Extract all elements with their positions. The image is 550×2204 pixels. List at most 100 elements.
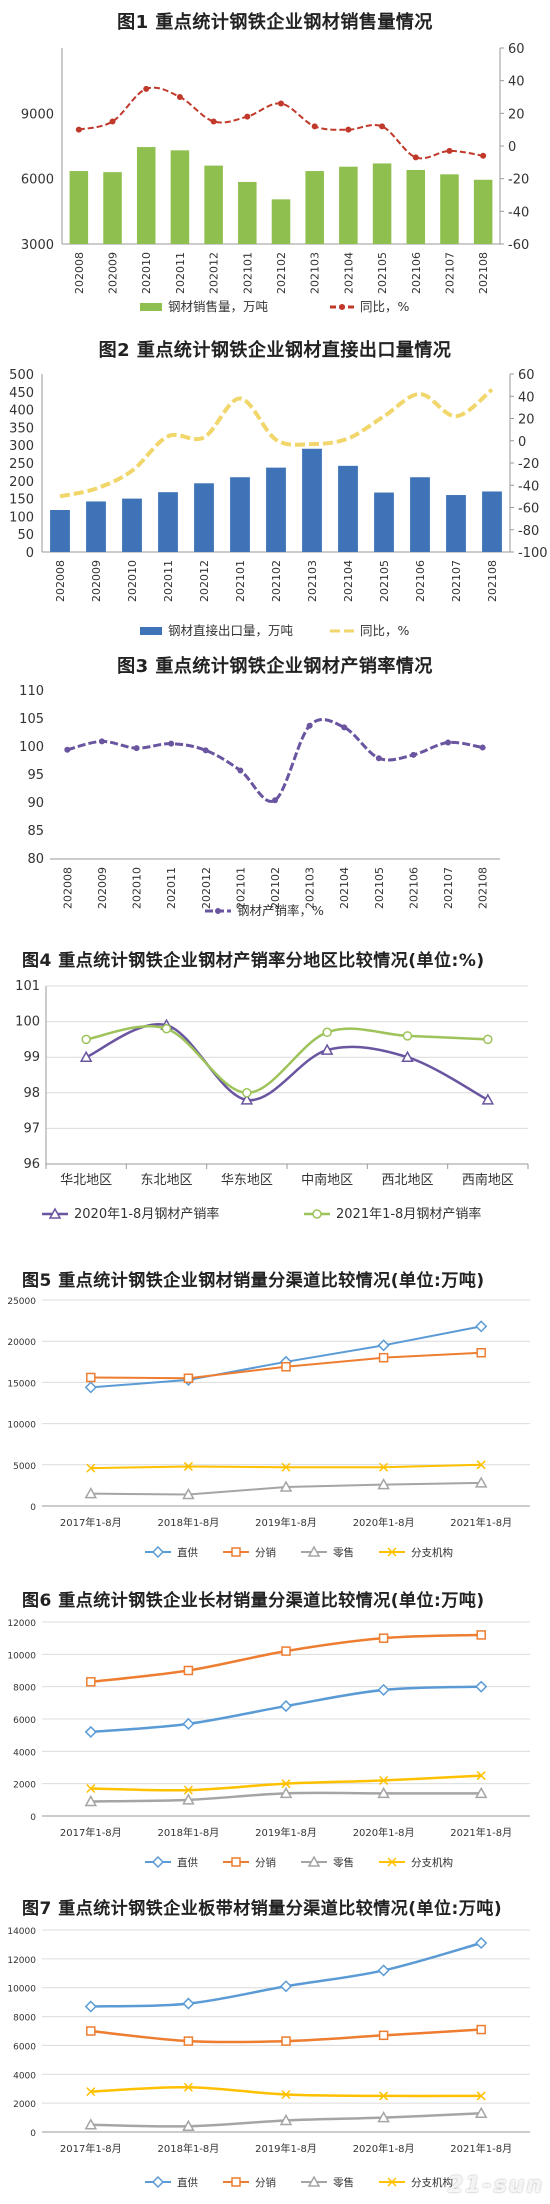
data-point [312, 1209, 322, 1219]
chart-panel-6: 图6 重点统计钢铁企业长材销量分渠道比较情况(单位:万吨) 0 2000 4000 6… [0, 1580, 550, 1888]
legend-label: 零售 [333, 2176, 354, 2189]
data-point [446, 147, 453, 154]
data-point [379, 123, 386, 130]
legend-label: 分销 [255, 1856, 276, 1869]
x-tick-label: 2020年1-8月 [353, 1826, 415, 1839]
series-line [66, 718, 483, 803]
x-tick-label: 2017年1-8月 [60, 1826, 122, 1839]
y-tick-label: -40 [508, 205, 529, 220]
data-point [402, 1031, 413, 1041]
data-point [182, 1793, 195, 1805]
y-tick-label: 4000 [13, 1748, 36, 1758]
series-line [85, 1024, 488, 1095]
bar [86, 501, 106, 552]
data-point [231, 1857, 241, 1867]
bar [69, 171, 89, 244]
data-point [143, 85, 150, 92]
y-tick-label: 100 [9, 510, 34, 525]
data-point [98, 738, 105, 745]
series-line [90, 1941, 482, 2008]
x-tick-label: 202102 [275, 252, 288, 294]
series-line [59, 387, 494, 499]
y-tick-label: 100 [19, 740, 44, 755]
chart-title: 图6 重点统计钢铁企业长材销量分渠道比较情况(单位:万吨) [22, 1591, 485, 1611]
data-point [476, 1630, 486, 1640]
legend-label: 零售 [333, 1856, 354, 1869]
data-point [48, 1207, 62, 1219]
x-tick-label: 2021年1-8月 [450, 2142, 512, 2155]
watermark-logo: 21-sun [447, 2173, 544, 2198]
x-tick-label: 202011 [165, 867, 178, 909]
y-tick-label: 450 [9, 386, 34, 401]
data-point [378, 1633, 389, 1643]
data-point [79, 1050, 93, 1062]
bar [302, 448, 322, 552]
data-point [379, 2091, 389, 2101]
x-tick-label: 2018年1-8月 [158, 2142, 220, 2155]
bar [136, 147, 156, 244]
data-point [182, 1717, 195, 1730]
data-point [182, 2119, 195, 2131]
data-point [84, 1794, 98, 1807]
x-tick-label: 202105 [376, 252, 389, 294]
data-point [279, 1700, 293, 1713]
data-point [86, 1463, 96, 1473]
x-tick-label: 2019年1-8月 [255, 1516, 317, 1529]
data-point [322, 1027, 332, 1038]
x-tick-label: 202105 [378, 560, 391, 602]
bar [170, 150, 190, 244]
chart-title: 图1 重点统计钢铁企业钢材销售量情况 [117, 12, 433, 33]
data-point [272, 797, 278, 804]
data-point [306, 722, 313, 729]
y-tick-label: 20 [508, 107, 525, 122]
data-point [387, 2177, 397, 2187]
data-point [86, 2087, 96, 2097]
y-tick-label: 99 [23, 1050, 40, 1065]
data-point [279, 2113, 293, 2126]
y-tick-label: 8000 [13, 1684, 36, 1694]
chart-title: 图7 重点统计钢铁企业板带材销量分渠道比较情况(单位:万吨) [22, 1899, 503, 1919]
bar [338, 465, 358, 552]
x-tick-label: 202108 [486, 560, 499, 602]
data-point [387, 1857, 397, 1867]
y-tick-label: 3000 [21, 238, 54, 253]
data-point [475, 1320, 488, 1333]
bar [204, 165, 223, 244]
x-tick-label: 202104 [342, 252, 355, 294]
data-point [281, 1462, 291, 1472]
bar [410, 477, 430, 552]
x-tick-label: 202008 [61, 867, 74, 909]
bar [194, 483, 214, 552]
y-tick-label: 12000 [7, 1619, 36, 1629]
x-tick-label: 202107 [450, 560, 463, 602]
data-point [279, 1786, 293, 1799]
data-point [379, 1775, 389, 1785]
x-tick-label: 202106 [407, 867, 420, 909]
y-tick-label: 105 [19, 712, 44, 727]
data-point [81, 1034, 91, 1045]
y-tick-label: 150 [9, 493, 34, 508]
x-tick-label: 202107 [442, 867, 455, 909]
legend-label: 分支机构 [411, 1856, 453, 1869]
legend-label: 直供 [177, 2176, 198, 2189]
x-tick-label: 中南地区 [301, 1172, 353, 1188]
y-tick-label: 2000 [13, 1781, 36, 1791]
data-point [474, 1786, 488, 1799]
data-point [281, 1361, 291, 1372]
bar [374, 492, 394, 552]
data-point [240, 1093, 254, 1105]
chart-panel-5: 图5 重点统计钢铁企业钢材销量分渠道比较情况(单位:万吨) 0 5000 10000… [0, 1262, 550, 1580]
legend-label: 直供 [177, 1546, 198, 1559]
y-tick-label: -100 [518, 546, 548, 561]
chart-title: 图3 重点统计钢铁企业钢材产销率情况 [117, 656, 433, 677]
data-point [182, 1997, 195, 2010]
y-tick-label: 0 [518, 435, 526, 450]
x-tick-label: 2018年1-8月 [158, 1516, 220, 1529]
legend-label: 钢材销售量，万吨 [168, 299, 269, 314]
y-tick-label: 14000 [7, 1927, 36, 1937]
x-tick-label: 2019年1-8月 [255, 1826, 317, 1839]
legend-label: 零售 [333, 1546, 354, 1559]
y-tick-label: 40 [508, 75, 525, 90]
data-point [84, 2000, 97, 2013]
data-point [377, 1786, 390, 1799]
